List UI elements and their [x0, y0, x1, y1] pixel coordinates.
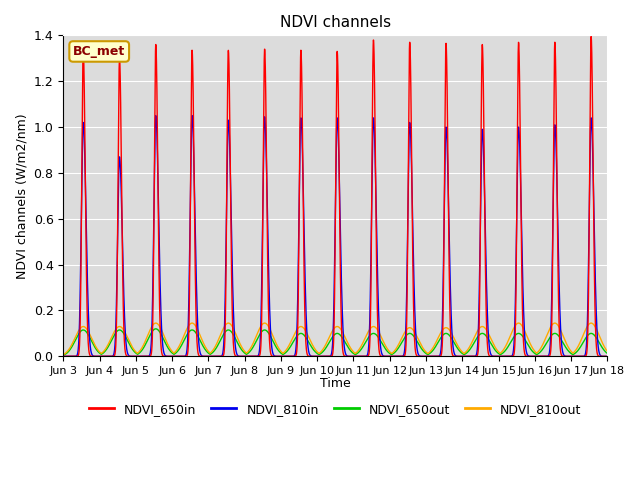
NDVI_650in [465, 353, 473, 359]
NDVI_810in [386, 353, 394, 359]
NDVI_650in [413, 353, 421, 359]
NDVI_810out [604, 348, 611, 354]
NDVI_810in [413, 348, 421, 353]
NDVI_650out [268, 335, 275, 341]
NDVI_650in [588, 34, 595, 39]
NDVI_810out [268, 329, 275, 335]
NDVI_650out [386, 350, 394, 356]
NDVI_650out [604, 350, 611, 356]
NDVI_810out [588, 320, 595, 326]
NDVI_650in [507, 353, 515, 359]
NDVI_810in [465, 353, 473, 359]
NDVI_650in [158, 351, 166, 357]
NDVI_810out [507, 332, 515, 338]
NDVI_810out [158, 328, 166, 334]
Line: NDVI_650in: NDVI_650in [63, 36, 607, 356]
NDVI_650in [268, 352, 275, 358]
NDVI_810in [60, 353, 67, 359]
Line: NDVI_650out: NDVI_650out [63, 329, 607, 355]
NDVI_810in [158, 335, 166, 341]
NDVI_650in [60, 353, 67, 359]
X-axis label: Time: Time [320, 377, 351, 390]
Title: NDVI channels: NDVI channels [280, 15, 391, 30]
NDVI_650out [152, 326, 159, 332]
NDVI_810in [188, 113, 196, 119]
Line: NDVI_810in: NDVI_810in [63, 116, 607, 356]
NDVI_650out [158, 334, 166, 339]
NDVI_650out [465, 347, 473, 353]
NDVI_810in [507, 353, 515, 359]
NDVI_810in [604, 353, 611, 359]
NDVI_650in [604, 353, 611, 359]
Line: NDVI_810out: NDVI_810out [63, 323, 607, 355]
NDVI_810in [268, 340, 275, 346]
NDVI_650out [60, 352, 67, 358]
Text: BC_met: BC_met [73, 45, 125, 58]
NDVI_810out [413, 334, 421, 340]
NDVI_650in [386, 353, 394, 359]
NDVI_810out [386, 349, 394, 355]
NDVI_650out [507, 339, 515, 345]
Y-axis label: NDVI channels (W/m2/nm): NDVI channels (W/m2/nm) [15, 113, 28, 279]
NDVI_810out [465, 345, 473, 350]
Legend: NDVI_650in, NDVI_810in, NDVI_650out, NDVI_810out: NDVI_650in, NDVI_810in, NDVI_650out, NDV… [84, 398, 587, 420]
NDVI_650out [413, 339, 421, 345]
NDVI_810out [60, 352, 67, 358]
